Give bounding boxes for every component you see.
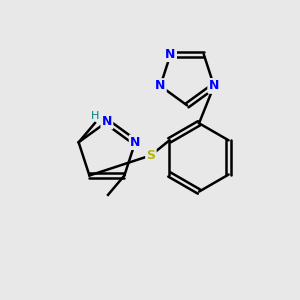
Text: H: H — [91, 111, 99, 121]
Text: N: N — [165, 48, 176, 61]
Text: N: N — [209, 80, 219, 92]
Text: N: N — [155, 80, 166, 92]
Text: N: N — [102, 115, 112, 128]
Text: N: N — [209, 80, 219, 92]
Text: N: N — [130, 136, 140, 149]
Text: S: S — [146, 149, 155, 162]
